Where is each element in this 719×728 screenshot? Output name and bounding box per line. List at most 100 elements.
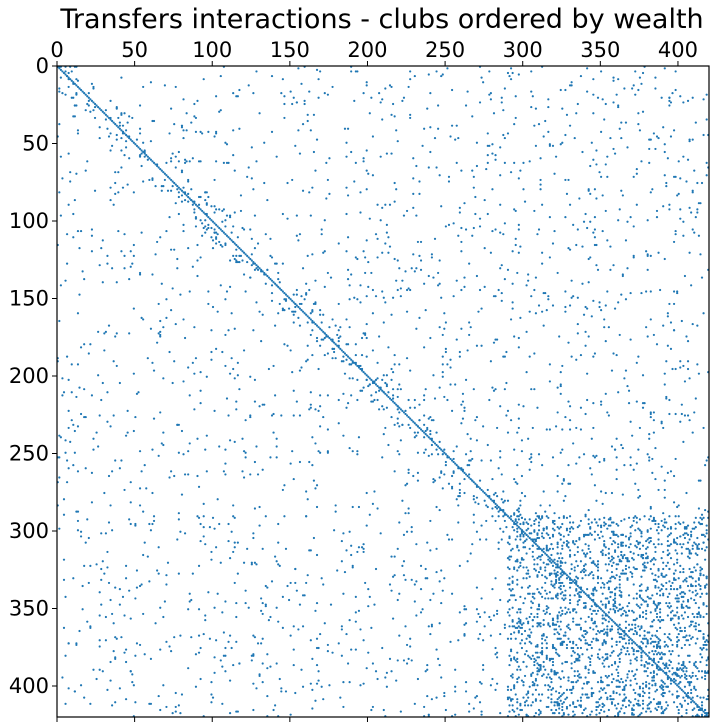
data-point [534,312,538,315]
data-point [627,642,631,645]
data-point [157,332,160,335]
data-point [269,665,272,668]
data-point [100,567,103,571]
data-point [404,512,407,515]
data-point [109,198,112,202]
data-point [648,437,651,440]
diagonal-point [287,296,291,299]
data-point [280,414,283,417]
diagonal-point [305,313,308,316]
data-point [609,628,612,631]
data-point [541,515,544,518]
data-point [514,522,517,526]
data-point [143,541,146,544]
data-point [668,659,671,662]
data-point [612,530,615,533]
data-point [450,409,454,412]
diagonal-point [482,490,485,493]
y-tick-label: 350 [9,597,49,621]
data-point [62,578,66,581]
data-point [519,538,522,541]
diagonal-point [315,324,319,327]
data-point [472,498,475,501]
data-point [604,553,607,557]
data-point [286,217,289,220]
data-point [142,553,145,557]
data-point [626,614,629,617]
data-point [568,598,572,602]
data-point [672,302,676,306]
data-point [278,287,281,290]
data-point [645,600,648,603]
data-point [669,617,673,620]
data-point [556,594,559,597]
data-point [568,611,572,614]
data-point [340,654,343,657]
data-point [492,499,496,502]
data-point [618,681,621,684]
x-tick-label: 100 [192,38,232,62]
data-point [556,271,559,275]
data-point [235,95,238,98]
data-point [550,553,553,557]
data-point [603,318,606,321]
data-point [174,705,177,709]
data-point [537,622,541,625]
data-point [508,710,511,713]
data-point [568,586,572,589]
data-point [207,130,210,133]
data-point [197,203,201,206]
data-point [528,628,531,631]
data-point [129,522,132,526]
data-point [635,167,638,171]
data-point [398,267,401,270]
data-point [323,336,326,340]
data-point [565,611,569,614]
diagonal-point [613,622,617,625]
data-point [660,543,663,546]
data-point [129,670,132,673]
data-point [534,144,538,147]
data-point [623,377,626,380]
data-point [679,177,682,180]
data-point [634,691,637,695]
data-point [519,611,522,614]
data-point [679,629,682,633]
data-point [382,708,385,712]
data-point [454,685,457,688]
data-point [301,685,305,688]
data-point [72,577,75,580]
diagonal-point [179,188,182,191]
data-point [699,588,702,591]
data-point [326,394,329,397]
data-point [558,632,561,636]
data-point [612,698,615,701]
data-point [592,594,595,597]
data-point [435,696,438,699]
data-point [328,192,331,195]
data-point [177,191,180,194]
data-point [519,169,522,172]
data-point [586,682,589,685]
diagonal-point [682,690,685,693]
data-point [548,428,551,431]
data-point [106,254,109,257]
data-point [381,251,384,254]
data-point [486,505,489,509]
data-point [573,543,576,546]
data-point [624,620,628,623]
data-point [430,256,433,259]
data-point [242,273,246,276]
data-point [382,296,385,299]
data-point [274,704,277,707]
data-point [457,521,460,524]
data-point [468,262,471,265]
data-point [688,606,691,609]
data-point [224,298,227,301]
data-point [531,681,534,684]
data-point [503,623,506,626]
data-point [424,448,427,451]
data-point [680,595,683,598]
data-point [154,622,157,625]
data-point [606,155,609,158]
